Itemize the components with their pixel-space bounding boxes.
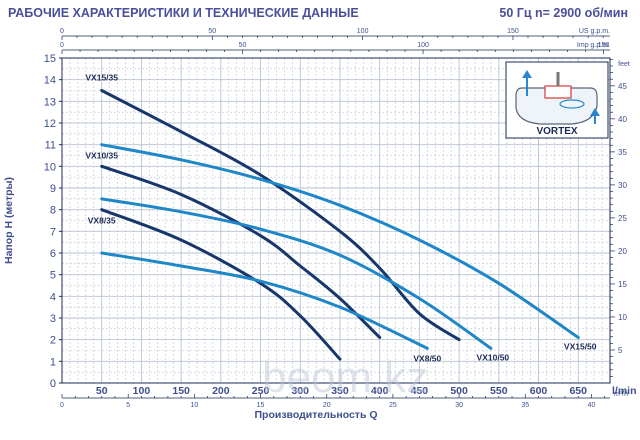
y-tick-label: 13 — [44, 96, 56, 108]
series-label-vx8-50: VX8/50 — [413, 353, 441, 363]
curve-vx8-50 — [100, 251, 429, 350]
x-tick-label: 350 — [331, 385, 349, 397]
x-tick-label: 200 — [212, 385, 230, 397]
x-tick-label: 150 — [172, 385, 190, 397]
frequency-speed-spec: 50 Гц n= 2900 об/мин — [499, 6, 628, 20]
feet-tick-label: 10 — [618, 313, 627, 322]
feet-tick-label: 30 — [618, 181, 627, 190]
us-gpm-tick-label: 150 — [507, 28, 519, 35]
y-tick-label: 5 — [50, 270, 56, 282]
m3h-tick-label: 35 — [521, 402, 529, 409]
us-gpm-tick-label: 50 — [208, 28, 216, 35]
m3h-tick-label: 30 — [455, 402, 463, 409]
feet-tick-label: 35 — [618, 148, 627, 157]
pump-housing-icon — [515, 87, 598, 125]
y-tick-label: 7 — [50, 226, 56, 238]
x-tick-label: 250 — [252, 385, 270, 397]
series-labels: VX15/35 VX15/50 VX10/35 VX10/50 VX8/35 VX8/50 — [85, 73, 596, 364]
y-tick-label: 10 — [44, 161, 56, 173]
chart-curves — [100, 89, 580, 361]
outlet-arrow-icon — [522, 70, 532, 78]
page-title: РАБОЧИЕ ХАРАКТЕРИСТИКИ И ТЕХНИЧЕСКИЕ ДАН… — [8, 6, 359, 20]
impeller-icon — [544, 85, 572, 99]
m3h-tick-label: 20 — [323, 402, 331, 409]
y-tick-label: 0 — [50, 378, 56, 390]
x-tick-label: 400 — [371, 385, 389, 397]
imp-gpm-tick-label: 0 — [60, 42, 64, 49]
y-tick-label: 15 — [44, 53, 56, 65]
x-tick-label: 650 — [569, 385, 587, 397]
y-tick-label: 8 — [50, 205, 56, 217]
series-label-vx8-35: VX8/35 — [88, 216, 116, 226]
m3h-unit-label: m³/h — [614, 391, 628, 398]
y-tick-label: 3 — [50, 313, 56, 325]
x-tick-label: 50 — [96, 385, 108, 397]
x-tick-label: 300 — [291, 385, 309, 397]
feet-tick-label: 25 — [618, 214, 627, 223]
vortex-impeller-diagram: VORTEX — [505, 61, 609, 139]
feet-tick-label: 45 — [618, 82, 627, 91]
imp-gpm-unit-label: Imp g.p.m. — [577, 42, 610, 49]
x-axis-title: Производительность Q — [254, 409, 377, 421]
y-tick-label: 6 — [50, 248, 56, 260]
feet-tick-label: 20 — [618, 247, 627, 256]
y-tick-label: 14 — [44, 75, 56, 87]
series-label-vx10-50: VX10/50 — [477, 352, 510, 362]
m3h-tick-label: 15 — [257, 402, 265, 409]
x-tick-label: 500 — [450, 385, 468, 397]
y-axis-title: Напор H (метры) — [3, 177, 15, 264]
curve-vx10-50 — [100, 197, 493, 350]
x-tick-label: 450 — [411, 385, 429, 397]
y-tick-label: 4 — [50, 291, 56, 303]
y-tick-label: 11 — [45, 140, 56, 152]
feet-tick-label: 5 — [618, 346, 623, 355]
vortex-flow-icon — [559, 99, 585, 109]
series-label-vx15-50: VX15/50 — [564, 342, 597, 352]
m3h-tick-label: 25 — [389, 402, 397, 409]
watermark: beom.kz — [262, 353, 428, 402]
x-tick-label: 100 — [133, 385, 151, 397]
curve-vx15-35 — [100, 89, 461, 342]
feet-unit-label: feet — [618, 61, 630, 68]
curve-vx10-35 — [100, 164, 382, 339]
curve-vx15-50 — [100, 143, 580, 339]
m3h-tick-label: 5 — [126, 402, 130, 409]
feet-tick-label: 40 — [618, 115, 627, 124]
plot-frame — [61, 57, 611, 384]
series-label-vx15-35: VX15/35 — [85, 73, 118, 83]
inlet-arrow-icon — [590, 108, 600, 116]
y-tick-label: 2 — [50, 335, 56, 347]
imp-gpm-tick-label: 100 — [417, 42, 429, 49]
imp-gpm-tick-label: 50 — [239, 42, 247, 49]
x-tick-label: 550 — [490, 385, 508, 397]
feet-tick-label: 15 — [618, 280, 627, 289]
y-tick-label: 12 — [44, 118, 56, 130]
vortex-label: VORTEX — [536, 126, 577, 137]
y-tick-label: 9 — [50, 183, 56, 195]
m3h-tick-label: 0 — [60, 402, 64, 409]
x-tick-label: 600 — [530, 385, 548, 397]
us-gpm-tick-label: 100 — [357, 28, 369, 35]
m3h-tick-label: 40 — [588, 402, 596, 409]
us-gpm-tick-label: 0 — [60, 28, 64, 35]
series-label-vx10-35: VX10/35 — [85, 150, 118, 160]
x-unit-label: l/min — [612, 385, 637, 397]
us-gpm-unit-label: US g.p.m. — [579, 28, 610, 35]
y-tick-label: 1 — [50, 356, 56, 368]
imp-gpm-tick-label: 150 — [598, 42, 610, 49]
m3h-tick-label: 10 — [190, 402, 198, 409]
